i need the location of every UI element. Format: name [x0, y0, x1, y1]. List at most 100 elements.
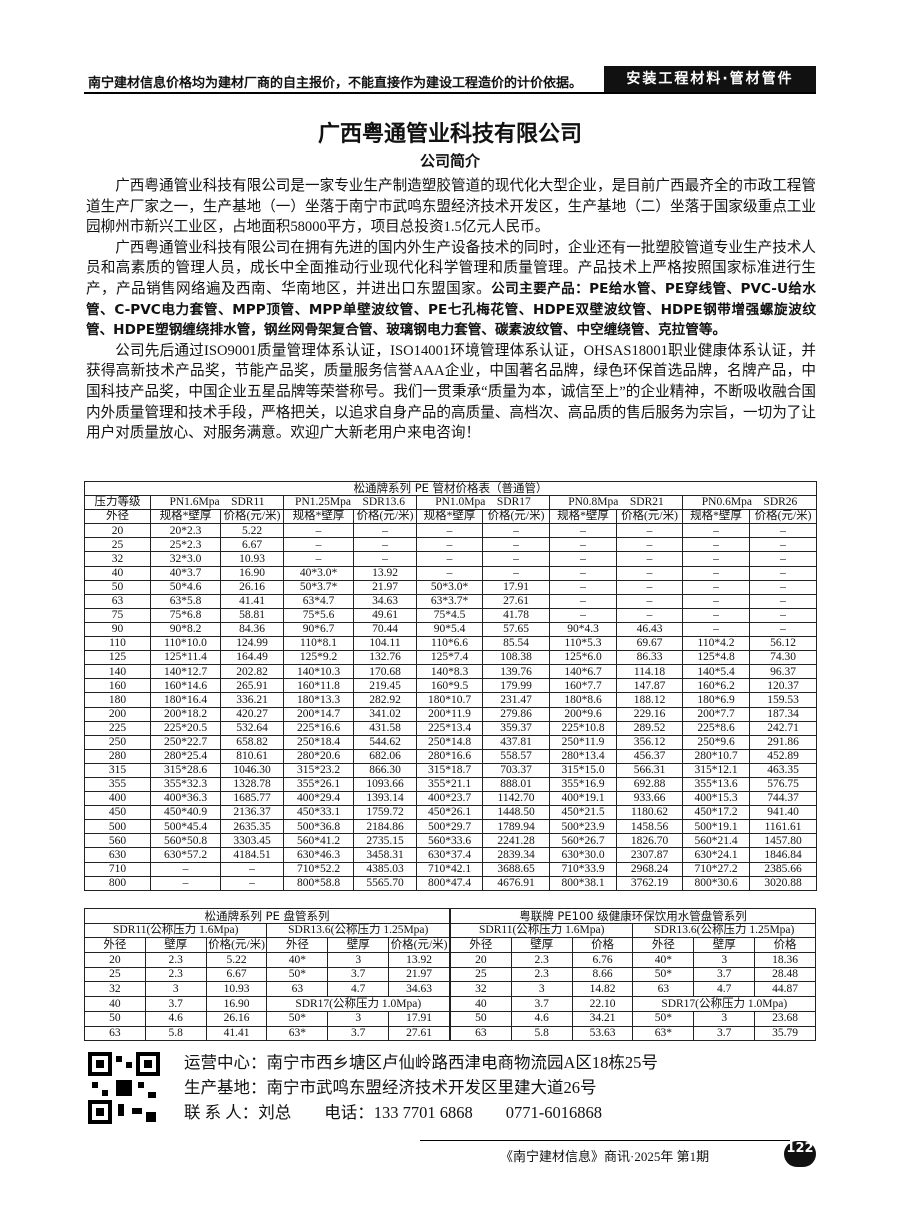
- table-cell: 250*9.6: [682, 734, 750, 750]
- table-cell: 576.75: [748, 776, 818, 793]
- table-cell: 315*15.0: [549, 762, 617, 778]
- table-cell: 50*3.0*: [416, 579, 483, 595]
- table-cell: 160*11.8: [283, 678, 354, 694]
- table-cell: 355*32.3: [150, 776, 221, 793]
- table-cell: 17.91: [482, 579, 550, 595]
- table-cell: 50: [84, 1010, 146, 1027]
- table-cell: 159.53: [748, 692, 818, 708]
- group-cell: SDR11(公称压力 1.6Mpa): [449, 922, 634, 939]
- table-cell: –: [549, 565, 617, 581]
- table-cell: 2.3: [144, 952, 207, 968]
- header-cell: 壁厚: [693, 937, 756, 954]
- table-cell: 703.37: [482, 762, 550, 778]
- table-cell: –: [353, 523, 417, 539]
- table-cell: 280*20.6: [283, 748, 354, 764]
- table-cell: 250*14.8: [416, 734, 483, 750]
- table-cell: 160*6.2: [682, 678, 750, 694]
- table-cell: 23.68: [754, 1010, 816, 1027]
- table-cell: 289.52: [616, 720, 683, 736]
- table-cell: 70.44: [353, 621, 417, 638]
- table-cell: 2.3: [510, 952, 573, 968]
- table-cell: –: [549, 523, 617, 539]
- group-cell: SDR13.6(公称压力 1.25Mpa): [632, 922, 816, 939]
- table-row: 500 500*45.4 2635.35 500*36.8 2184.86 500*29.…: [84, 819, 818, 835]
- table-cell: 500*45.4: [150, 819, 221, 835]
- header-cell: 壁厚: [510, 937, 573, 954]
- tel: 0771-6016868: [505, 1103, 602, 1122]
- table-cell: 25: [84, 966, 146, 983]
- table-cell: 32*3.0: [150, 551, 221, 567]
- table-cell: 630*57.2: [150, 847, 221, 863]
- table-cell: 359.37: [482, 720, 550, 736]
- table-cell: 160*14.6: [150, 678, 221, 694]
- table-cell: SDR17(公称压力 1.0Mpa): [632, 996, 816, 1012]
- table-cell: 291.86: [748, 734, 818, 750]
- table-cell: 250*18.4: [283, 734, 354, 750]
- table-title: 粤联牌 PE100 级健康环保饮用水管盘管系列: [450, 908, 816, 924]
- table-cell: 560*33.6: [416, 833, 483, 849]
- table-cell: 744.37: [748, 791, 818, 807]
- table-row: 63 5.8 53.63 63* 3.7 35.79: [450, 1025, 816, 1042]
- table-cell: –: [616, 565, 683, 581]
- table-cell: 4676.91: [482, 875, 550, 891]
- table-cell: 180*6.9: [682, 692, 750, 708]
- table-cell: 10.93: [220, 551, 284, 567]
- table-cell: 544.62: [353, 734, 417, 750]
- table-cell: 315*23.2: [283, 762, 354, 778]
- header-cell: 规格*壁厚: [150, 509, 221, 525]
- table-cell: –: [682, 523, 750, 539]
- table-cell: 400*29.4: [283, 791, 354, 807]
- price-table: 松通牌系列 PE 管材价格表（普通管） 压力等级 PN1.6Mpa SDR11 PN1…: [83, 480, 818, 891]
- table-cell: 225*10.8: [549, 720, 617, 736]
- table-cell: 27.61: [388, 1025, 450, 1042]
- table-cell: 400*23.7: [416, 791, 483, 807]
- table-cell: 40*: [266, 952, 329, 968]
- table-row: 355 355*32.3 1328.78 355*26.1 1093.66 355*21.…: [84, 776, 818, 793]
- table-cell: 4184.51: [220, 847, 284, 863]
- table-cell: 187.34: [748, 706, 818, 722]
- table-cell: 63*: [266, 1025, 329, 1042]
- table-cell: 46.43: [616, 621, 683, 638]
- coil-table: 松通牌系列 PE 盘管系列 SDR11(公称压力 1.6Mpa) SDR13.6(公…: [83, 908, 450, 1042]
- contact-person: 联 系 人：刘总: [184, 1103, 292, 1122]
- table-cell: 74.30: [748, 650, 818, 666]
- header-cell: PN1.0Mpa SDR17: [416, 495, 550, 511]
- table-cell: 250: [84, 734, 151, 750]
- table-cell: 4.7: [327, 981, 390, 998]
- table-cell: 63: [632, 981, 695, 998]
- table-cell: 4385.03: [353, 861, 417, 877]
- table-cell: 63*: [632, 1025, 695, 1042]
- header-cell: 价格(元/米): [482, 509, 550, 525]
- table-cell: 90*6.7: [283, 621, 354, 638]
- table-cell: –: [283, 523, 354, 539]
- table-cell: 1093.66: [353, 776, 417, 793]
- table-cell: 14.82: [571, 981, 634, 998]
- table-row: 110 110*10.0 124.99 110*8.1 104.11 110*6.6 85.…: [84, 636, 818, 652]
- table-cell: 225*13.4: [416, 720, 483, 736]
- table-cell: –: [682, 537, 750, 553]
- group-cell: SDR13.6(公称压力 1.25Mpa): [266, 922, 450, 939]
- header-cell: 价格(元/米): [220, 509, 284, 525]
- table-cell: –: [748, 551, 818, 567]
- phone: 电话：133 7701 6868: [324, 1103, 473, 1122]
- table-cell: 90*5.4: [416, 621, 483, 638]
- header-cell: 价格(元/米): [748, 509, 818, 525]
- header-cell: 压力等级: [84, 495, 151, 511]
- table-cell: 3762.19: [616, 875, 683, 891]
- table-cell: 450*33.1: [283, 805, 354, 821]
- header-cell: PN1.6Mpa SDR11: [150, 495, 284, 511]
- table-cell: 32: [84, 551, 151, 567]
- table-cell: –: [150, 875, 221, 891]
- header-cell: 价格(元/米): [388, 937, 450, 954]
- table-cell: –: [682, 579, 750, 595]
- table-cell: 180*8.6: [549, 692, 617, 708]
- table-cell: 2.3: [510, 966, 573, 983]
- header: 南宁建材信息价格均为建材厂商的自主报价，不能直接作为建设工程造价的计价依据。 安…: [84, 66, 816, 94]
- table-cell: 170.68: [353, 664, 417, 680]
- header-cell: 规格*壁厚: [682, 509, 750, 525]
- table-cell: –: [616, 607, 683, 623]
- table-cell: 450*21.5: [549, 805, 617, 821]
- table-cell: 888.01: [482, 776, 550, 793]
- table-cell: 710*27.2: [682, 861, 750, 877]
- table-cell: 800: [84, 875, 151, 891]
